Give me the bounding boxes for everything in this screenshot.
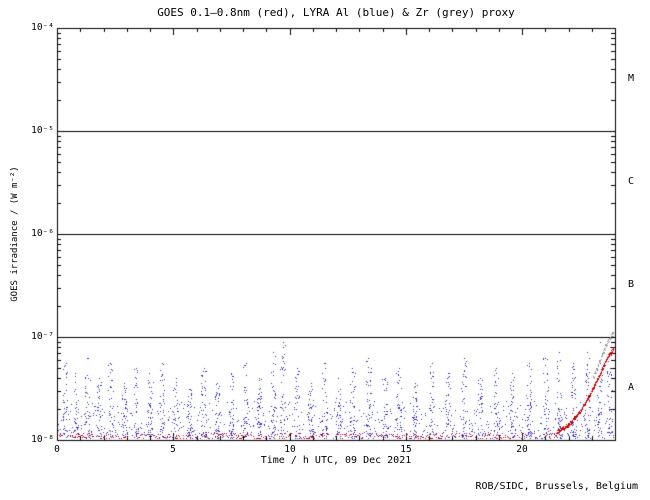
y-tick-label: 10⁻⁷ — [31, 331, 54, 342]
x-axis-label: Time / h UTC, 09 Dec 2021 — [260, 455, 412, 466]
flare-class-label-b: B — [628, 279, 635, 290]
y-tick-label: 10⁻⁵ — [31, 125, 54, 136]
chart-title: GOES 0.1–0.8nm (red), LYRA Al (blue) & Z… — [157, 6, 515, 19]
y-tick-label: 10⁻⁸ — [31, 434, 54, 445]
y-tick-label: 10⁻⁴ — [31, 22, 54, 33]
credit-text: ROB/SIDC, Brussels, Belgium — [475, 481, 638, 492]
x-tick-label: 5 — [170, 444, 176, 455]
flare-class-label-a: A — [628, 382, 635, 393]
x-tick-label: 10 — [284, 444, 296, 455]
y-tick-label: 10⁻⁶ — [31, 228, 54, 239]
x-tick-label: 15 — [400, 444, 412, 455]
flare-class-label-c: C — [628, 176, 635, 187]
flare-class-label-m: M — [628, 73, 635, 84]
x-tick-label: 0 — [54, 444, 60, 455]
x-tick-label: 20 — [516, 444, 528, 455]
